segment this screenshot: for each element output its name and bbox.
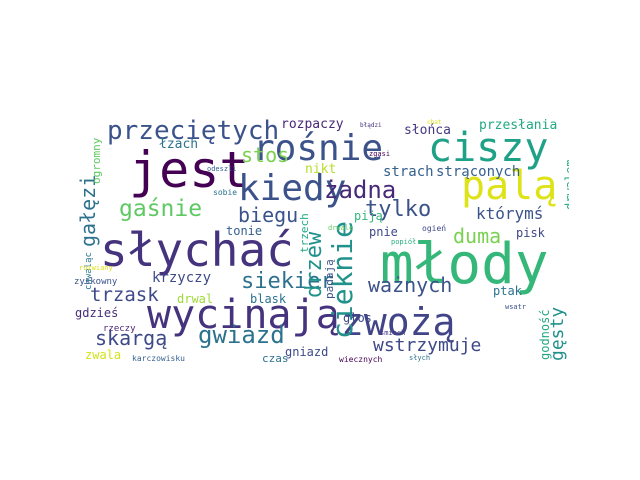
cloud-word: młody [380, 232, 549, 297]
cloud-word: gwiazd [198, 321, 285, 349]
cloud-word: czas [262, 352, 289, 365]
cloud-word: krzyczy [152, 270, 212, 286]
cloud-word: rzeczy [103, 324, 136, 334]
cloud-word: popiół [391, 238, 417, 246]
cloud-word: drwal [177, 292, 214, 306]
cloud-word: tylko [365, 197, 432, 222]
cloud-word: wsatr [505, 303, 527, 311]
cloud-word: słych [409, 354, 431, 362]
cloud-word: strąconych [436, 164, 521, 180]
cloud-word: odeszli [207, 165, 237, 173]
cloud-word: wycinają [147, 292, 340, 338]
cloud-word: kiedy [238, 168, 347, 209]
cloud-word: słońca [404, 123, 451, 138]
cloud-word: gniazd [285, 345, 329, 359]
cloud-word: piją [354, 209, 383, 223]
cloud-word: głos [343, 311, 372, 325]
cloud-word: rośnie [253, 128, 384, 169]
cloud-word: ważnych [368, 273, 453, 297]
cloud-word: błądzi [360, 122, 382, 129]
cloud-word: siekier [241, 269, 334, 294]
cloud-word: nikt [305, 162, 337, 177]
cloud-word: żadna [324, 176, 397, 204]
cloud-word: zyskowny [74, 277, 118, 287]
cloud-word: zgasi [369, 150, 391, 158]
cloud-word: ciszy [428, 125, 549, 171]
cloud-word: trzask [90, 284, 159, 306]
cloud-word: rozwiany [79, 264, 113, 272]
cloud-word: słychać [100, 223, 294, 277]
cloud-word: drwale [328, 224, 354, 232]
cloud-word: pisk [516, 226, 545, 240]
cloud-word: zwala [85, 348, 122, 362]
cloud-word: przesłania [479, 118, 558, 133]
cloud-word: blask [250, 292, 287, 306]
cloud-word: tonie [226, 224, 263, 238]
cloud-word: wiecznych [339, 355, 383, 364]
cloud-word: gdzieś [75, 306, 119, 320]
cloud-word: godność [538, 309, 552, 360]
cloud-word: duma [453, 224, 502, 248]
cloud-word: strach [383, 164, 434, 180]
cloud-word: stos [241, 143, 290, 167]
cloud-word: skargą [95, 326, 168, 350]
cloud-word: chat [427, 119, 442, 126]
cloud-word: gaśnie [119, 196, 203, 222]
cloud-word: jest [129, 141, 250, 199]
cloud-word: padają [323, 259, 336, 299]
cloud-word: ogromny [90, 137, 103, 184]
cloud-word: śmiech [380, 329, 406, 337]
cloud-word: biegu [238, 203, 299, 227]
cloud-word: przeciętych [107, 116, 280, 146]
cloud-word: pnie [369, 225, 398, 239]
cloud-word: palą [461, 163, 558, 209]
cloud-word: gałęzi [76, 174, 100, 247]
word-cloud: młody słychać jest rośnie ciszy wycinają zwożą… [71, 115, 569, 365]
cloud-word: drwalem [563, 159, 569, 210]
cloud-word: ogień [422, 224, 447, 233]
cloud-word: łzach [159, 137, 199, 152]
cloud-word: wstrzymuje [373, 335, 482, 356]
cloud-word: zwożą [341, 300, 456, 344]
cloud-word: którymś [476, 204, 544, 223]
cloud-word: ptak [493, 284, 522, 298]
cloud-word: trzech [298, 213, 311, 253]
cloud-word: karczowisku [132, 354, 185, 363]
cloud-word: sobie [213, 188, 238, 197]
cloud-word: rozpaczy [281, 117, 344, 132]
